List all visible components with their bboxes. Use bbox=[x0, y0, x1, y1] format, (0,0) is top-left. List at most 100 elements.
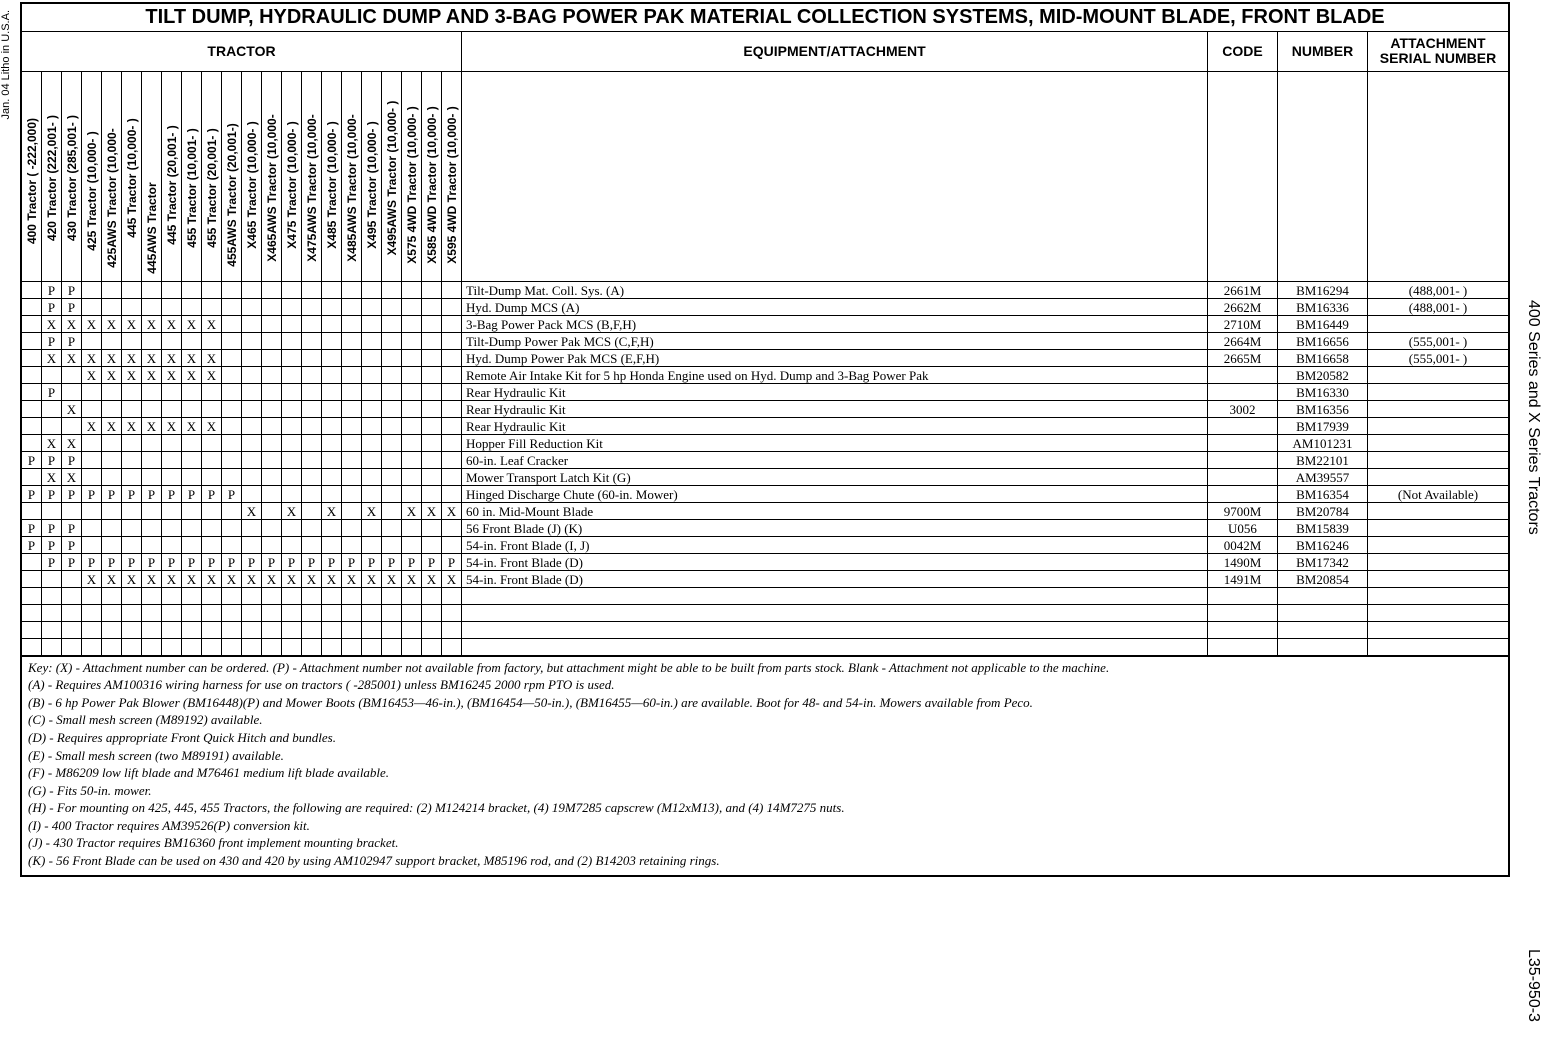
matrix-cell bbox=[302, 299, 322, 315]
matrix-cell bbox=[442, 367, 462, 383]
matrix-cell bbox=[442, 418, 462, 434]
matrix-cell bbox=[342, 350, 362, 366]
matrix-cell bbox=[382, 639, 402, 655]
matrix-cell bbox=[62, 639, 82, 655]
matrix-cell bbox=[262, 282, 282, 298]
number-cell: BM15839 bbox=[1278, 520, 1368, 536]
matrix-cell bbox=[222, 588, 242, 604]
matrix-cell bbox=[362, 350, 382, 366]
matrix-cell bbox=[342, 435, 362, 451]
matrix-cell: X bbox=[202, 350, 222, 366]
matrix-cell bbox=[342, 299, 362, 315]
matrix-cell bbox=[302, 503, 322, 519]
number-cell: AM39557 bbox=[1278, 469, 1368, 485]
matrix-cell: X bbox=[122, 571, 142, 587]
matrix-cell: P bbox=[222, 554, 242, 570]
matrix-cell bbox=[422, 435, 442, 451]
matrix-cell: P bbox=[102, 554, 122, 570]
matrix-cell bbox=[162, 282, 182, 298]
matrix-cell bbox=[142, 333, 162, 349]
matrix-cell bbox=[322, 418, 342, 434]
equipment-cell: 3-Bag Power Pack MCS (B,F,H) bbox=[462, 316, 1208, 332]
matrix-cell bbox=[242, 435, 262, 451]
matrix-cell bbox=[342, 605, 362, 621]
matrix-cell bbox=[242, 520, 262, 536]
matrix-cell: X bbox=[42, 469, 62, 485]
serial-cell: (488,001- ) bbox=[1368, 282, 1508, 298]
matrix-cell bbox=[262, 452, 282, 468]
matrix-cell bbox=[262, 299, 282, 315]
code-cell bbox=[1208, 384, 1278, 400]
matrix-cell: X bbox=[82, 367, 102, 383]
matrix-cell bbox=[242, 469, 262, 485]
matrix-cell bbox=[222, 282, 242, 298]
code-cell: 2664M bbox=[1208, 333, 1278, 349]
header-rest bbox=[462, 72, 1508, 281]
matrix-cell bbox=[262, 588, 282, 604]
matrix-cell bbox=[202, 435, 222, 451]
matrix-cell bbox=[142, 537, 162, 553]
matrix-cell bbox=[102, 639, 122, 655]
matrix-cell bbox=[402, 350, 422, 366]
code-cell bbox=[1208, 469, 1278, 485]
matrix-cell: P bbox=[22, 452, 42, 468]
matrix-cell bbox=[362, 299, 382, 315]
matrix-cell bbox=[262, 384, 282, 400]
matrix-cell bbox=[382, 367, 402, 383]
matrix-cell bbox=[22, 384, 42, 400]
matrix-cell bbox=[302, 333, 322, 349]
matrix-cell bbox=[182, 622, 202, 638]
equipment-cell: Mower Transport Latch Kit (G) bbox=[462, 469, 1208, 485]
matrix-cell bbox=[402, 537, 422, 553]
matrix-cell bbox=[302, 452, 322, 468]
matrix-cell bbox=[442, 639, 462, 655]
matrix-cell: P bbox=[82, 554, 102, 570]
matrix-cell: X bbox=[382, 571, 402, 587]
note-line: (K) - 56 Front Blade can be used on 430 … bbox=[28, 852, 1502, 870]
matrix-cell: X bbox=[362, 503, 382, 519]
matrix-cell bbox=[202, 282, 222, 298]
matrix-cell bbox=[22, 316, 42, 332]
matrix-cell bbox=[82, 452, 102, 468]
matrix-cell bbox=[382, 384, 402, 400]
table-row bbox=[22, 622, 1508, 639]
equipment-cell: 54-in. Front Blade (D) bbox=[462, 571, 1208, 587]
matrix-cell bbox=[402, 401, 422, 417]
matrix-cell bbox=[262, 350, 282, 366]
matrix-cell: X bbox=[142, 316, 162, 332]
matrix-cell bbox=[422, 350, 442, 366]
matrix-cell: P bbox=[322, 554, 342, 570]
code-cell bbox=[1208, 486, 1278, 502]
note-line: Key: (X) - Attachment number can be orde… bbox=[28, 659, 1502, 677]
matrix-cell bbox=[302, 367, 322, 383]
matrix-cell bbox=[442, 350, 462, 366]
matrix-cell bbox=[262, 520, 282, 536]
matrix-cell: X bbox=[122, 367, 142, 383]
matrix-cell bbox=[402, 469, 422, 485]
matrix-cell bbox=[442, 537, 462, 553]
tractor-col-header: 445AWS Tractor bbox=[142, 72, 162, 281]
matrix-cell bbox=[242, 367, 262, 383]
matrix-cell bbox=[182, 282, 202, 298]
matrix-cell bbox=[142, 469, 162, 485]
tractor-col-label: X485 Tractor (10,000- ) bbox=[325, 121, 339, 248]
code-cell: 2661M bbox=[1208, 282, 1278, 298]
matrix-cell bbox=[442, 588, 462, 604]
number-cell: BM17939 bbox=[1278, 418, 1368, 434]
matrix-cell bbox=[302, 282, 322, 298]
matrix-cell bbox=[302, 622, 322, 638]
matrix-cell bbox=[282, 520, 302, 536]
matrix-cell bbox=[22, 605, 42, 621]
serial-cell: (555,001- ) bbox=[1368, 350, 1508, 366]
matrix-cell bbox=[222, 469, 242, 485]
matrix-cell bbox=[402, 520, 422, 536]
matrix-cell: X bbox=[282, 503, 302, 519]
matrix-cell bbox=[262, 486, 282, 502]
table-row: XXXXXXXRemote Air Intake Kit for 5 hp Ho… bbox=[22, 367, 1508, 384]
matrix-cell: X bbox=[182, 316, 202, 332]
table-row: PPP60-in. Leaf CrackerBM22101 bbox=[22, 452, 1508, 469]
matrix-cell bbox=[62, 418, 82, 434]
matrix-cell bbox=[282, 588, 302, 604]
matrix-cell bbox=[242, 350, 262, 366]
matrix-cell bbox=[202, 520, 222, 536]
